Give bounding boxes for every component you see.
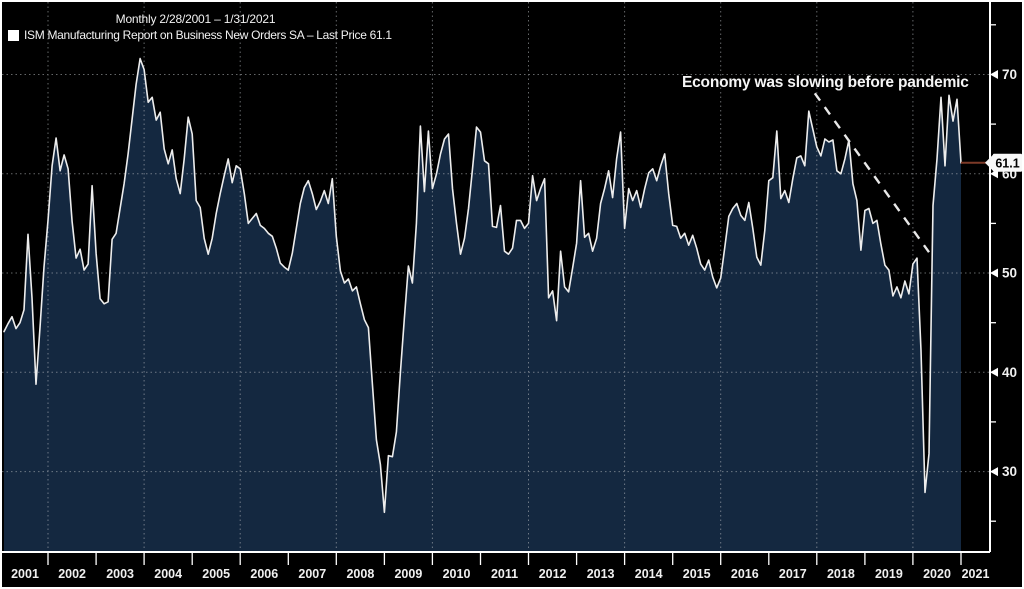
y-tick-arrow-icon	[990, 367, 998, 377]
chart-header: Monthly 2/28/2001 – 1/31/2021 ISM Manufa…	[8, 12, 392, 42]
legend-label: ISM Manufacturing Report on Business New…	[24, 28, 392, 42]
x-axis-year-label: 2015	[683, 567, 711, 581]
x-axis-year-label: 2001	[11, 567, 39, 581]
x-axis-year-label: 2009	[394, 567, 422, 581]
x-axis-year-label: 2006	[250, 567, 278, 581]
x-axis-ticks: 2001 2002 2003 2004 2005 2006 2007 2008 2009 2010…	[11, 552, 989, 581]
y-axis-label: 40	[1002, 365, 1017, 380]
x-axis-year-label: 2016	[731, 567, 759, 581]
badge-arrow-icon	[985, 153, 994, 172]
series-line	[3, 57, 962, 514]
series-area-fill	[4, 58, 961, 552]
x-axis-year-label: 2013	[587, 567, 615, 581]
chart-legend: ISM Manufacturing Report on Business New…	[8, 28, 392, 42]
y-tick-arrow-icon	[990, 268, 998, 278]
y-tick-arrow-icon	[990, 467, 998, 477]
annotation-text: Economy was slowing before pandemic	[682, 74, 969, 91]
last-price-value: 61.1	[995, 156, 1019, 170]
last-price-badge: 61.1	[985, 153, 1022, 172]
axes	[2, 2, 991, 553]
x-axis-year-label: 2007	[298, 567, 326, 581]
x-axis-year-label: 2019	[875, 567, 903, 581]
badge-box	[993, 153, 1022, 172]
y-axis-label: 70	[1002, 67, 1017, 82]
x-axis-year-label: 2008	[346, 567, 374, 581]
legend-swatch-icon	[8, 29, 19, 41]
y-tick-arrow-icon	[990, 70, 998, 79]
y-axis-label: 50	[1002, 266, 1017, 281]
x-axis-year-label: 2018	[827, 567, 855, 581]
x-axis-year-label: 2021	[962, 567, 990, 581]
x-axis-year-label: 2020	[923, 567, 951, 581]
chart-period-title: Monthly 2/28/2001 – 1/31/2021	[115, 12, 276, 26]
x-axis-year-label: 2017	[779, 567, 807, 581]
y-axis-label: 30	[1002, 464, 1017, 479]
x-axis-year-label: 2005	[202, 567, 230, 581]
x-axis-year-label: 2002	[58, 567, 86, 581]
x-axis-year-label: 2010	[443, 567, 471, 581]
x-axis-year-label: 2003	[106, 567, 134, 581]
x-axis-year-label: 2014	[635, 567, 663, 581]
x-axis-year-label: 2011	[491, 567, 518, 581]
x-axis-year-label: 2004	[154, 567, 182, 581]
x-axis-year-label: 2012	[539, 567, 567, 581]
